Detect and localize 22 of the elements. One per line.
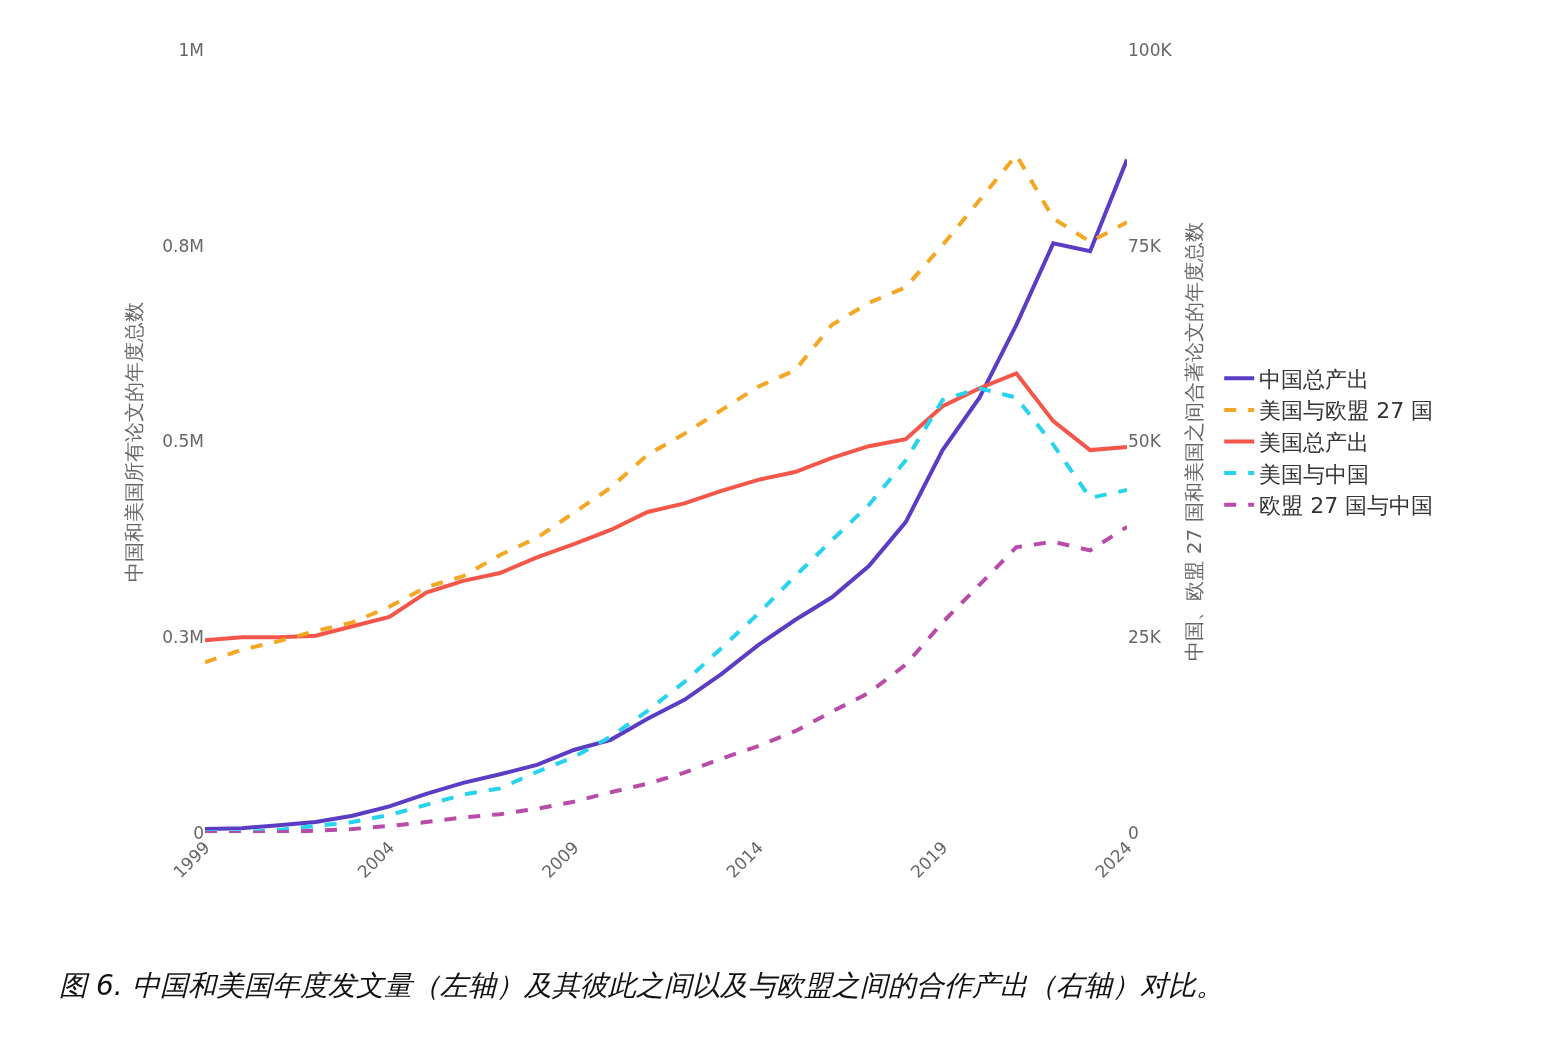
caption: 图 6. 中国和美国年度发文量（左轴）及其彼此之间以及与欧盟之间的合作产出（右轴）对比。 [59,969,1224,1002]
legend-label: 欧盟 27 国与中国 [1259,493,1434,519]
y-tick-label: 0.8M [162,235,204,256]
line-series [205,524,1127,833]
y2-tick-label: 50K [1128,431,1162,452]
y2-tick-label: 75K [1128,235,1162,256]
y2-tick-label: 100K [1128,39,1173,60]
legend-label: 美国与欧盟 27 国 [1259,398,1434,424]
legend-label: 美国总产出 [1259,430,1370,456]
line-series [205,371,1127,643]
y2-tick-label: 0 [1128,822,1139,843]
line-series [205,386,1127,833]
y-tick-label: 1M [178,39,204,60]
y-tick-label: 0.3M [162,627,204,648]
legend-label: 中国总产出 [1259,366,1370,392]
y-tick-label: 0 [193,822,204,843]
y-axis-title: 中国和美国所有论文的年度总数 [121,301,146,582]
y2-axis-title: 中国、欧盟 27 国和美国之间合著论文的年度总数 [1181,222,1206,661]
y-tick-label: 0.5M [162,431,204,452]
y2-tick-label: 25K [1128,627,1162,648]
legend-label: 美国与中国 [1259,461,1370,487]
line-series [205,157,1127,832]
